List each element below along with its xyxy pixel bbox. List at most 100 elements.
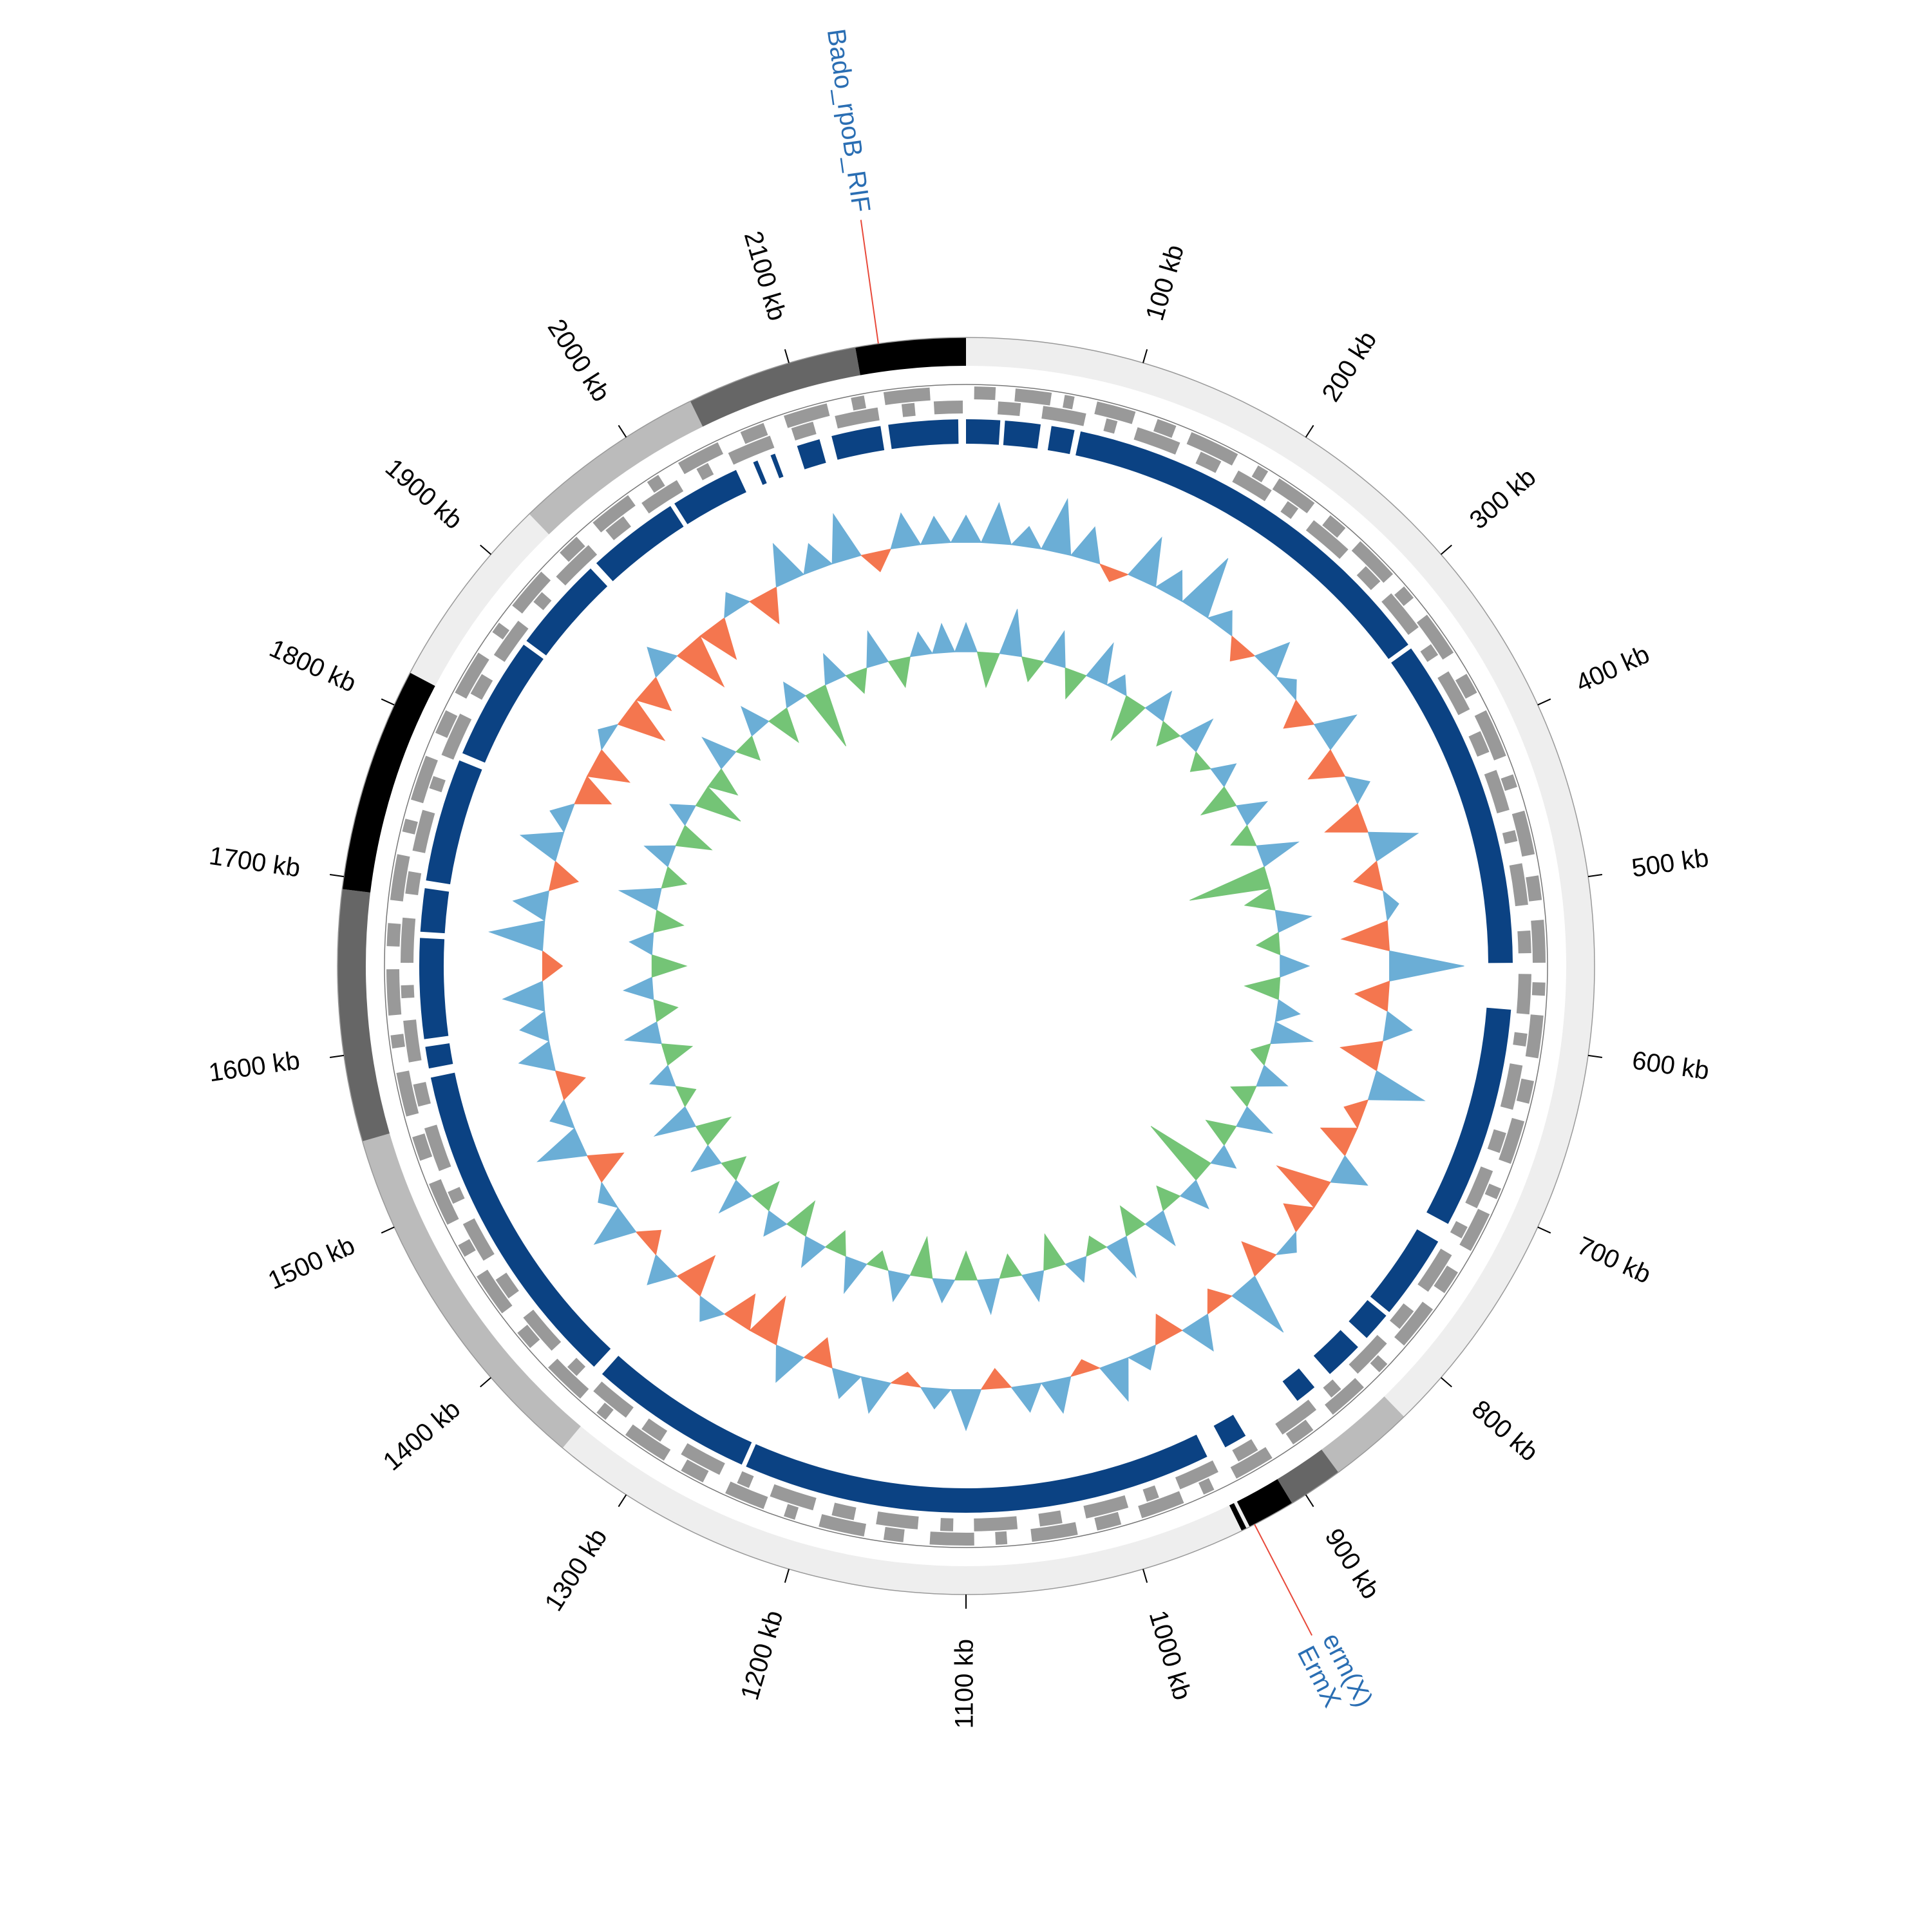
- gc-content-spike: [647, 1254, 678, 1285]
- gene: [592, 495, 636, 533]
- contig: [410, 514, 549, 687]
- tick-label: 1400 kb: [378, 1395, 466, 1476]
- gc-content-spike: [723, 1293, 756, 1331]
- gene: [831, 1502, 857, 1520]
- gc-content-spike: [803, 543, 833, 575]
- gc-content-spike: [772, 542, 805, 588]
- gene: [728, 435, 775, 465]
- gene: [901, 402, 916, 417]
- gc-content-spike: [1155, 569, 1183, 602]
- gene: [1063, 395, 1075, 410]
- blast-block: [888, 419, 959, 450]
- gc-content-spike: [647, 647, 678, 678]
- contig: [1277, 1449, 1339, 1504]
- gc-content-spike: [890, 512, 922, 550]
- gc-content-spike: [676, 1255, 716, 1297]
- tick-label: 1200 kb: [735, 1607, 788, 1703]
- gc-content-spike: [1382, 1010, 1413, 1042]
- gc-skew-spike: [1021, 656, 1045, 683]
- gene: [1437, 671, 1470, 715]
- gc-content-spike: [1330, 1155, 1368, 1186]
- gene: [1474, 710, 1506, 761]
- gc-content-spike: [593, 1207, 637, 1245]
- gc-content-spike: [1283, 699, 1315, 729]
- tick-label: 1100 kb: [951, 1639, 979, 1728]
- gene: [1323, 1379, 1341, 1398]
- gc-skew-spike: [741, 706, 770, 737]
- gc-content-spike: [519, 831, 565, 862]
- gc-skew-spike: [1230, 1086, 1257, 1108]
- gc-content-spike: [1344, 775, 1370, 805]
- gene: [548, 1358, 589, 1399]
- gc-content-spike: [950, 514, 982, 543]
- gene: [403, 1019, 422, 1063]
- tick-mark: [381, 698, 395, 706]
- gene: [1103, 418, 1118, 434]
- gc-skew-spike: [976, 651, 1000, 688]
- gc-content-spike: [1343, 1099, 1369, 1129]
- gc-skew-spike: [701, 736, 737, 770]
- tick-label: 800 kb: [1466, 1395, 1544, 1467]
- gene: [740, 422, 768, 444]
- gc-skew-spike: [1144, 690, 1173, 722]
- tick-mark: [1537, 1226, 1551, 1234]
- gc-skew-spike: [1274, 909, 1313, 933]
- gene: [974, 1516, 1018, 1531]
- gc-skew-spike: [1256, 1065, 1289, 1087]
- gc-skew-spike: [1110, 695, 1146, 741]
- gc-content-spike: [1155, 1313, 1183, 1346]
- gene: [1030, 1522, 1078, 1542]
- tick-mark: [1305, 424, 1314, 438]
- gc-content-spike: [518, 1040, 556, 1072]
- gene: [1516, 974, 1531, 1015]
- gc-skew-spike: [824, 1230, 846, 1257]
- gc-skew-spike: [1065, 1256, 1087, 1283]
- gene: [770, 1484, 817, 1511]
- gc-skew-spike: [1235, 1106, 1274, 1134]
- contig: [1321, 1396, 1405, 1473]
- gc-skew-spike: [763, 1210, 788, 1237]
- tick-mark: [1587, 873, 1602, 878]
- blast-block: [419, 938, 449, 1039]
- gene: [390, 1034, 405, 1049]
- gene: [1394, 586, 1414, 607]
- tick-label: 100 kb: [1141, 242, 1189, 324]
- gc-skew-spike: [844, 1256, 867, 1294]
- gene: [448, 1187, 465, 1204]
- gene: [1198, 1478, 1215, 1495]
- gc-skew-spike: [649, 1065, 676, 1087]
- tick-label: 1000 kb: [1144, 1607, 1197, 1703]
- gene: [1142, 1485, 1159, 1502]
- gc-content-spike: [1367, 1070, 1426, 1101]
- gc-content-spike: [574, 775, 612, 804]
- gc-skew-spike: [629, 932, 654, 956]
- tick-label: 700 kb: [1573, 1231, 1655, 1289]
- gene: [1484, 770, 1510, 813]
- blast-block: [1075, 431, 1408, 659]
- gc-skew-spike: [1021, 1270, 1045, 1303]
- gene: [883, 1527, 905, 1542]
- gene: [1455, 674, 1477, 699]
- gc-skew-spike: [909, 631, 933, 658]
- gene: [523, 1309, 562, 1351]
- gene: [737, 1471, 754, 1488]
- gc-skew-spike: [805, 684, 847, 746]
- tick-mark: [1440, 544, 1452, 555]
- gene: [1232, 470, 1272, 502]
- gene: [596, 1403, 614, 1420]
- tick-mark: [1305, 1494, 1314, 1508]
- gene: [791, 421, 817, 440]
- tick-label: 1900 kb: [380, 453, 468, 535]
- gc-content-spike: [749, 586, 780, 625]
- gene: [567, 1358, 586, 1376]
- gene: [1381, 593, 1419, 635]
- blast-block: [746, 1434, 1208, 1513]
- gc-content-spike: [554, 1070, 586, 1101]
- blast-block: [966, 419, 1001, 445]
- contig: [855, 337, 966, 375]
- blast-block: [1349, 1300, 1387, 1338]
- blast-block: [601, 1356, 752, 1465]
- gene: [1014, 388, 1052, 406]
- gc-content-spike: [586, 749, 631, 783]
